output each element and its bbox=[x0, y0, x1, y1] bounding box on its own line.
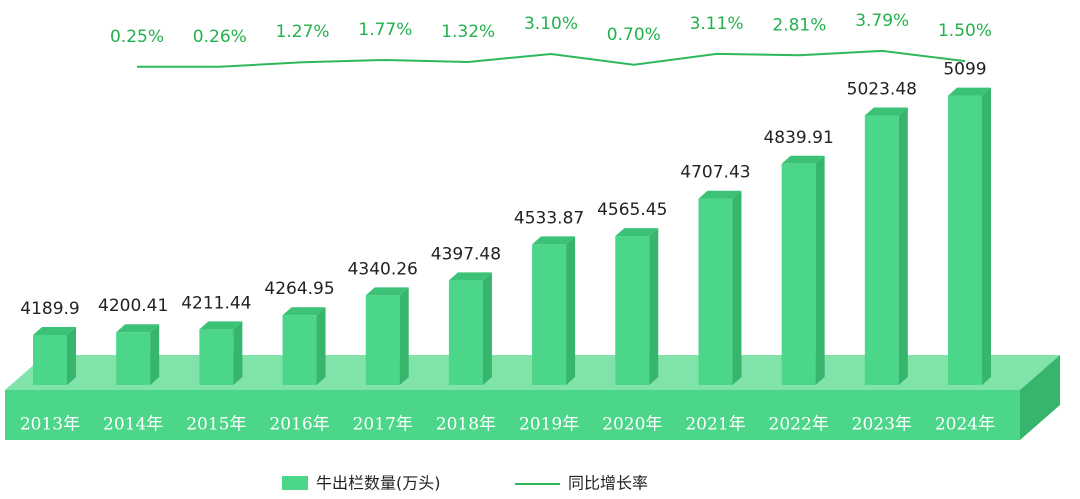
bar-top bbox=[948, 87, 991, 96]
bar-top bbox=[365, 287, 409, 296]
bar-side bbox=[732, 190, 742, 385]
value-label: 5099 bbox=[943, 60, 986, 80]
bar-top bbox=[116, 324, 160, 333]
bar bbox=[282, 315, 317, 385]
bar bbox=[448, 280, 483, 385]
x-tick-label: 2017年 bbox=[353, 415, 413, 435]
floor-side bbox=[1020, 355, 1060, 440]
value-label: 4264.95 bbox=[264, 279, 334, 299]
bar bbox=[948, 95, 982, 386]
value-label: 4189.9 bbox=[20, 299, 79, 319]
x-tick-label: 2019年 bbox=[519, 415, 579, 435]
bar-side bbox=[150, 324, 160, 385]
bar-top bbox=[448, 272, 492, 281]
bar bbox=[33, 334, 67, 385]
bar-top bbox=[864, 107, 908, 116]
bar-side bbox=[982, 87, 991, 386]
bar bbox=[698, 198, 733, 385]
x-tick-label: 2015年 bbox=[186, 415, 246, 435]
bar-top bbox=[33, 326, 76, 335]
bar-side bbox=[233, 321, 243, 385]
line bbox=[136, 49, 966, 68]
value-label: 4565.45 bbox=[597, 200, 667, 220]
bar bbox=[199, 329, 234, 385]
bar bbox=[615, 236, 650, 385]
x-tick-label: 2022年 bbox=[769, 415, 829, 435]
bar-top bbox=[532, 236, 576, 245]
x-tick-label: 2024年 bbox=[935, 415, 995, 435]
x-tick-label: 2018年 bbox=[436, 415, 496, 435]
value-label: 4397.48 bbox=[431, 244, 501, 264]
bar-top bbox=[282, 307, 326, 316]
x-tick-label: 2013年 bbox=[20, 415, 80, 435]
bar-side bbox=[815, 155, 825, 385]
bar-top bbox=[781, 155, 825, 164]
bar-top bbox=[199, 321, 243, 330]
x-tick-label: 2021年 bbox=[685, 415, 745, 435]
value-label: 4533.87 bbox=[514, 208, 584, 228]
value-label: 0.25% bbox=[110, 27, 164, 47]
value-label: 1.32% bbox=[441, 22, 495, 42]
bar-side bbox=[67, 326, 76, 385]
bar-side bbox=[898, 107, 908, 386]
value-label: 4839.91 bbox=[763, 128, 833, 148]
bar-side bbox=[649, 228, 659, 385]
value-label: 3.11% bbox=[690, 14, 744, 34]
legend-swatch bbox=[282, 476, 308, 490]
value-label: 4340.26 bbox=[348, 259, 418, 279]
floor-front bbox=[5, 390, 1020, 440]
value-label: 1.50% bbox=[938, 21, 992, 41]
bar-side bbox=[399, 287, 409, 385]
bar-side bbox=[482, 272, 492, 385]
value-label: 4211.44 bbox=[181, 293, 251, 313]
bar-side bbox=[566, 236, 576, 385]
x-tick-label: 2016年 bbox=[269, 415, 329, 435]
bar bbox=[365, 295, 400, 385]
value-label: 1.77% bbox=[358, 20, 412, 40]
x-tick-label: 2020年 bbox=[602, 415, 662, 435]
value-label: 3.79% bbox=[855, 11, 909, 31]
bar bbox=[864, 115, 899, 386]
value-label: 0.26% bbox=[193, 27, 247, 47]
bar bbox=[532, 244, 567, 385]
x-tick-label: 2023年 bbox=[852, 415, 912, 435]
bar bbox=[781, 163, 816, 385]
value-label: 0.70% bbox=[607, 25, 661, 45]
bar-side bbox=[316, 307, 326, 385]
x-tick-label: 2014年 bbox=[103, 415, 163, 435]
bar-top bbox=[698, 190, 742, 199]
value-label: 1.27% bbox=[276, 22, 330, 42]
value-label: 3.10% bbox=[524, 14, 578, 34]
legend-label: 牛出栏数量(万头) bbox=[316, 474, 441, 493]
value-label: 5023.48 bbox=[847, 79, 917, 99]
bar-top bbox=[615, 228, 659, 237]
value-label: 4707.43 bbox=[680, 163, 750, 183]
value-label: 4200.41 bbox=[98, 296, 168, 316]
bar bbox=[116, 332, 151, 385]
value-label: 2.81% bbox=[772, 15, 826, 35]
legend-label: 同比增长率 bbox=[568, 474, 648, 493]
